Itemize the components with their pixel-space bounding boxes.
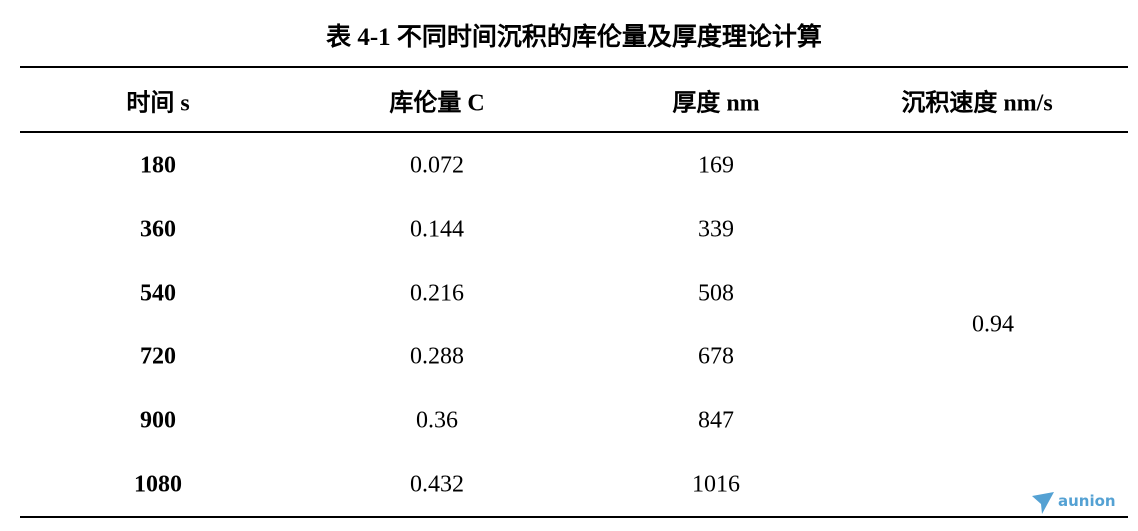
merged-cell: 0.94 <box>972 311 1014 338</box>
watermark-icon <box>1032 492 1054 514</box>
column-header: 沉积速度 nm/s <box>901 90 1053 117</box>
table-cell: 339 <box>698 216 734 243</box>
table-title: 表 4-1 不同时间沉积的库伦量及厚度理论计算 <box>326 24 822 51</box>
table-cell: 0.144 <box>410 216 464 243</box>
header-rule <box>20 131 1128 133</box>
table-cell: 720 <box>140 343 176 370</box>
table-cell: 360 <box>140 216 176 243</box>
table-cell: 0.072 <box>410 152 464 179</box>
table-cell: 1016 <box>692 471 740 498</box>
column-header: 库伦量 C <box>389 90 485 117</box>
column-header: 时间 s <box>126 90 190 117</box>
table-cell: 169 <box>698 152 734 179</box>
watermark: aunion <box>1032 492 1116 514</box>
table-cell: 678 <box>698 343 734 370</box>
bottom-rule <box>20 516 1128 518</box>
column-header: 厚度 nm <box>672 90 760 117</box>
table-cell: 0.216 <box>410 280 464 307</box>
table-cell: 847 <box>698 407 734 434</box>
table-cell: 1080 <box>134 471 182 498</box>
table-cell: 0.36 <box>416 407 458 434</box>
table-cell: 180 <box>140 152 176 179</box>
table-cell: 540 <box>140 280 176 307</box>
table-cell: 508 <box>698 280 734 307</box>
table-cell: 0.288 <box>410 343 464 370</box>
top-rule <box>20 66 1128 68</box>
table-cell: 900 <box>140 407 176 434</box>
watermark-text: aunion <box>1058 492 1116 510</box>
table-cell: 0.432 <box>410 471 464 498</box>
